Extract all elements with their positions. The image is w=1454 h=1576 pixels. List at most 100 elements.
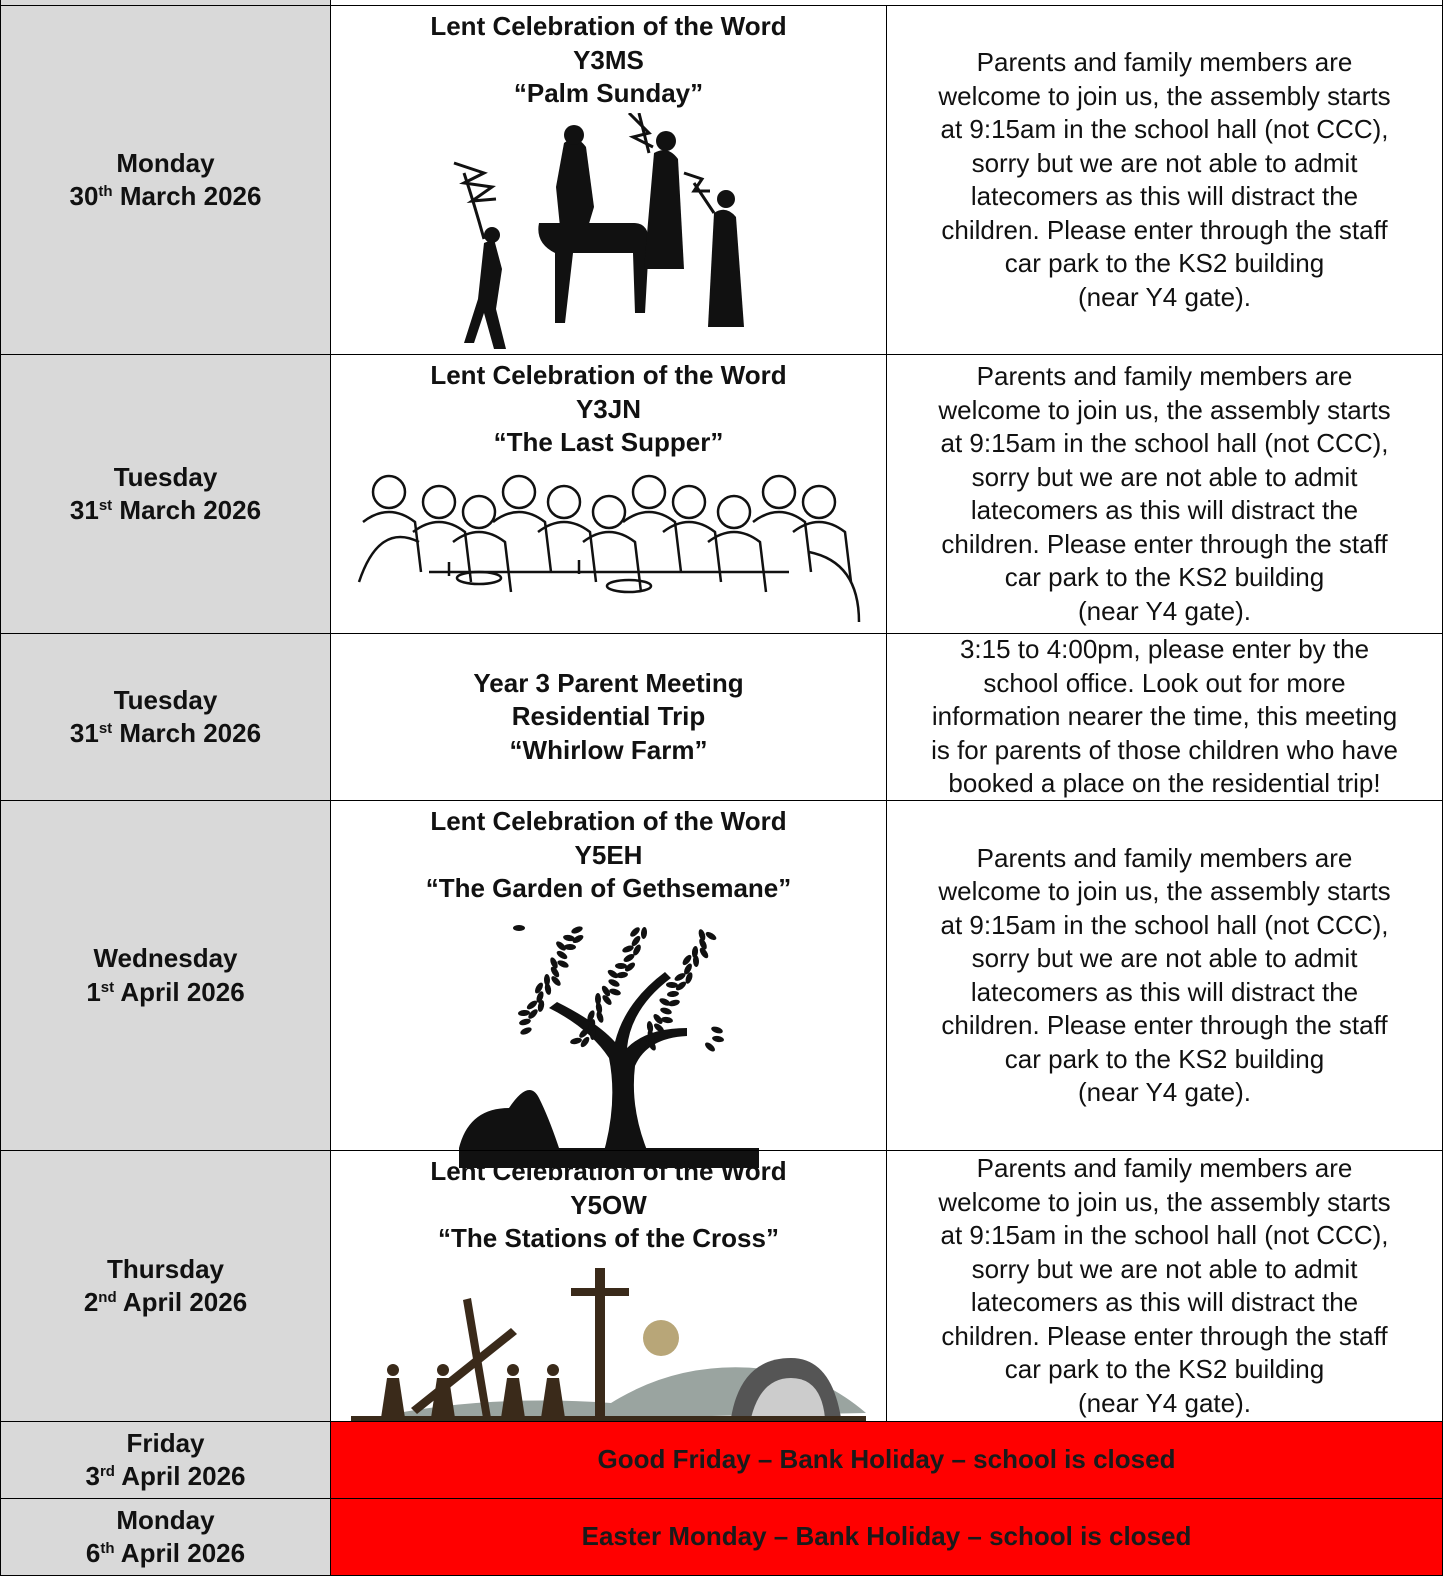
illustration-part [698,928,705,941]
illustration-part [556,950,567,959]
date: 30th March 2026 [70,180,262,214]
details-line: school office. Look out for more [983,667,1346,698]
illustration-part [527,1008,538,1019]
illustration-part [640,926,647,939]
illustration-part [666,990,679,997]
illustration-part [512,924,525,931]
date-month-year: April 2026 [121,1461,246,1491]
date: 6th April 2026 [86,1537,245,1571]
illustration-part [683,171,710,192]
date-month-year: March 2026 [119,181,262,211]
illustration-part [547,1363,559,1376]
event-cell: Year 3 Parent Meeting Residential Trip “Wh… [330,633,887,801]
illustration-part [526,1000,537,1009]
illustration-part [751,1377,825,1418]
holiday-text: Good Friday – Bank Holiday – school is c… [597,1444,1176,1475]
date-cell: Tuesday 31st March 2026 [0,633,331,801]
illustration-part [543,973,550,986]
date-number: 30 [69,181,99,211]
illustration-part [751,510,812,572]
illustration-part [437,1363,449,1376]
illustration-part [562,934,575,941]
illustration-part [586,1009,595,1022]
details-cell: Parents and family members are welcome to… [886,1150,1443,1422]
date-cell: Friday 3rd April 2026 [0,1421,331,1499]
illustration [444,111,774,362]
details-line: is for parents of those children who hav… [931,734,1398,765]
illustration-part [710,1026,723,1033]
illustration-part [692,954,699,967]
details-line: latecomers as this will distract the [970,1287,1359,1317]
illustration-part [646,1020,653,1033]
illustration-part [589,1027,596,1040]
date-cell: Tuesday 31st March 2026 [0,354,331,634]
illustration-part [699,947,708,958]
event-line: “Whirlow Farm” [509,734,708,765]
illustration-part [507,1363,519,1376]
details-line: sorry but we are not able to admit [971,943,1358,973]
illustration-part [652,1013,663,1024]
illustration-part [534,982,543,993]
details-line: 3:15 to 4:00pm, please enter by the [959,634,1370,665]
illustration-part [643,149,684,269]
details-line: (near Y4 gate). [1078,1387,1251,1418]
details-line: information nearer the time, this meetin… [931,701,1398,732]
illustration-part [387,1363,399,1376]
illustration-part [661,520,722,582]
illustration-part [357,474,860,622]
illustration-part [483,226,500,243]
details-line: booked a place on the residential trip! [948,768,1381,799]
day: Friday [126,1427,205,1458]
illustration-part [761,474,796,509]
illustration-part [594,992,601,1005]
details-line: sorry but we are not able to admit [971,461,1358,492]
illustration-part [563,943,576,950]
date-month-year: April 2026 [120,976,245,1007]
illustration-part [674,972,685,981]
illustration-part [458,924,759,1168]
illustration-part [351,1267,866,1423]
illustration-part [621,944,634,953]
event-line: “Palm Sunday” [513,78,704,108]
date-number: 31 [69,718,99,748]
holiday-text: Easter Monday – Bank Holiday – school is… [581,1521,1192,1552]
event-line: Y3MS [573,44,644,75]
event-cell: Lent Celebration of the Word Y3JN “The Las… [330,354,887,634]
date-cell: Thursday 2nd April 2026 [0,1150,331,1422]
illustration-part [546,484,581,519]
illustration-part [451,530,512,592]
illustration-part [621,510,682,572]
illustration-part [643,1319,679,1356]
details-cell: Parents and family members are welcome to… [886,800,1443,1151]
date: 31st March 2026 [70,717,261,751]
illustration-part [458,1147,759,1168]
date-suffix: rd [99,1463,115,1480]
illustration-part [351,1415,866,1423]
illustration-part [591,494,626,529]
illustration-part [623,953,634,962]
illustration-part [548,971,687,1168]
illustration-part [607,969,618,978]
event-cell: Lent Celebration of the Word Y3MS “Palm Su… [330,5,887,355]
illustration-part [629,926,640,937]
illustration [349,462,869,636]
date-cell: Monday 6th April 2026 [0,1498,331,1576]
illustration-part [691,945,698,958]
details-line: children. Please enter through the staff [941,1320,1388,1351]
illustration-part [571,1287,629,1296]
details-line: (near Y4 gate). [1078,281,1251,312]
illustration-part [569,1037,582,1044]
details-cell: Parents and family members are welcome to… [886,354,1443,634]
illustration-part [453,111,744,349]
event-line: Lent Celebration of the Word [430,806,787,836]
details-line: latecomers as this will distract the [970,976,1359,1007]
illustration-part [608,988,621,995]
illustration-part [595,1001,602,1014]
illustration-part [491,510,552,572]
event-line: “The Garden of Gethsemane” [425,873,792,903]
illustration-part [706,530,767,592]
illustration [351,1258,866,1432]
details-line: car park to the KS2 building [1004,1354,1325,1384]
illustration-part [578,1027,589,1038]
illustration-part [371,474,406,509]
